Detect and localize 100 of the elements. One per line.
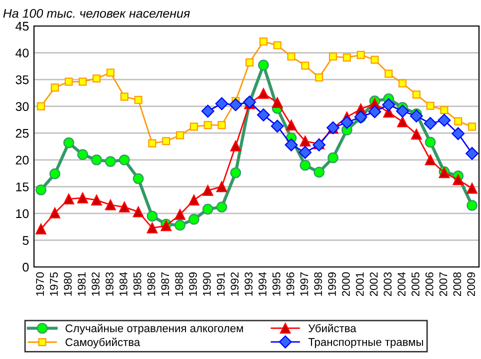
point [452, 174, 464, 186]
point [201, 104, 214, 118]
x-tick-label: 1992 [230, 272, 239, 296]
x-tick-label: 1986 [147, 272, 156, 296]
point [270, 120, 284, 133]
point [63, 137, 74, 148]
x-tick-label: 1975 [50, 272, 58, 296]
x-tick-label: 1990 [202, 272, 211, 296]
point [452, 127, 465, 140]
point [92, 74, 101, 83]
point [190, 122, 198, 131]
x-tick-label: 1991 [216, 272, 225, 296]
chart-title: На 100 тыс. человек населения [3, 8, 190, 18]
x-tick-label: 1987 [161, 272, 170, 296]
point [118, 202, 130, 212]
point [91, 154, 102, 166]
point [188, 214, 200, 225]
point [230, 167, 242, 178]
point [466, 147, 478, 160]
point [315, 73, 324, 82]
y-tick-label: 0 [22, 262, 29, 272]
point [368, 105, 382, 118]
x-tick-label: 1981 [78, 272, 86, 296]
point [146, 210, 158, 222]
x-tick-label: 1980 [64, 272, 72, 296]
x-tick-label: 2004 [398, 272, 406, 296]
x-tick-label: 1997 [300, 272, 308, 296]
point [64, 78, 73, 86]
point [216, 181, 228, 192]
point [314, 166, 324, 178]
point [105, 156, 116, 167]
point [298, 146, 312, 159]
x-tick-label: 1994 [258, 272, 266, 296]
point [118, 154, 130, 166]
point [466, 200, 478, 211]
point [204, 121, 212, 130]
point [176, 131, 184, 140]
point [258, 60, 269, 71]
point [105, 199, 116, 210]
x-tick-label: 1983 [106, 272, 114, 296]
point [246, 58, 254, 66]
point [259, 38, 268, 46]
point [148, 139, 156, 148]
point [468, 122, 476, 131]
point [412, 90, 420, 99]
point [36, 184, 46, 196]
x-tick-label: 2006 [425, 272, 434, 296]
point [188, 194, 200, 206]
point [424, 154, 436, 166]
x-tick-label: 1995 [272, 272, 280, 296]
x-tick-label: 2000 [342, 272, 350, 296]
y-tick-label: 15 [16, 182, 29, 192]
point [454, 117, 462, 126]
point [410, 110, 423, 122]
point [426, 102, 434, 110]
point [258, 88, 269, 99]
point [91, 194, 102, 206]
point [215, 97, 228, 110]
point [382, 98, 396, 112]
point [438, 114, 451, 127]
point [230, 140, 242, 152]
point [106, 68, 115, 77]
point [272, 97, 283, 108]
y-tick-label: 30 [16, 102, 29, 111]
y-tick-label: 5 [22, 236, 29, 245]
point [36, 102, 45, 110]
point [229, 98, 242, 112]
point [396, 104, 409, 118]
point [202, 204, 214, 215]
point [132, 173, 144, 184]
x-tick-label: 2003 [384, 272, 392, 296]
x-tick-label: 2005 [412, 272, 420, 296]
point [284, 138, 298, 152]
point [300, 136, 311, 147]
point [78, 78, 87, 86]
point [384, 70, 393, 78]
x-tick-label: 1984 [120, 272, 128, 296]
y-tick-label: 40 [16, 48, 29, 58]
point [50, 84, 59, 92]
point [466, 182, 478, 194]
x-tick-label: 1970 [36, 272, 44, 296]
point [287, 52, 296, 61]
point [356, 50, 365, 59]
x-tick-label: 1998 [314, 272, 322, 296]
point [370, 56, 379, 64]
point [216, 202, 228, 212]
x-tick-label: 2009 [467, 272, 476, 296]
point [218, 121, 226, 130]
x-tick-label: 2007 [439, 272, 448, 296]
y-tick-label: 10 [16, 209, 29, 218]
x-tick-label: 1989 [189, 272, 197, 296]
x-tick-label: 2008 [453, 272, 462, 296]
x-tick-label: 1988 [175, 272, 183, 296]
point [49, 207, 60, 218]
point [36, 224, 46, 234]
point [202, 185, 214, 196]
x-tick-label: 2001 [356, 272, 364, 296]
x-tick-label: 1996 [286, 272, 294, 296]
point [398, 79, 407, 88]
point [328, 52, 338, 61]
